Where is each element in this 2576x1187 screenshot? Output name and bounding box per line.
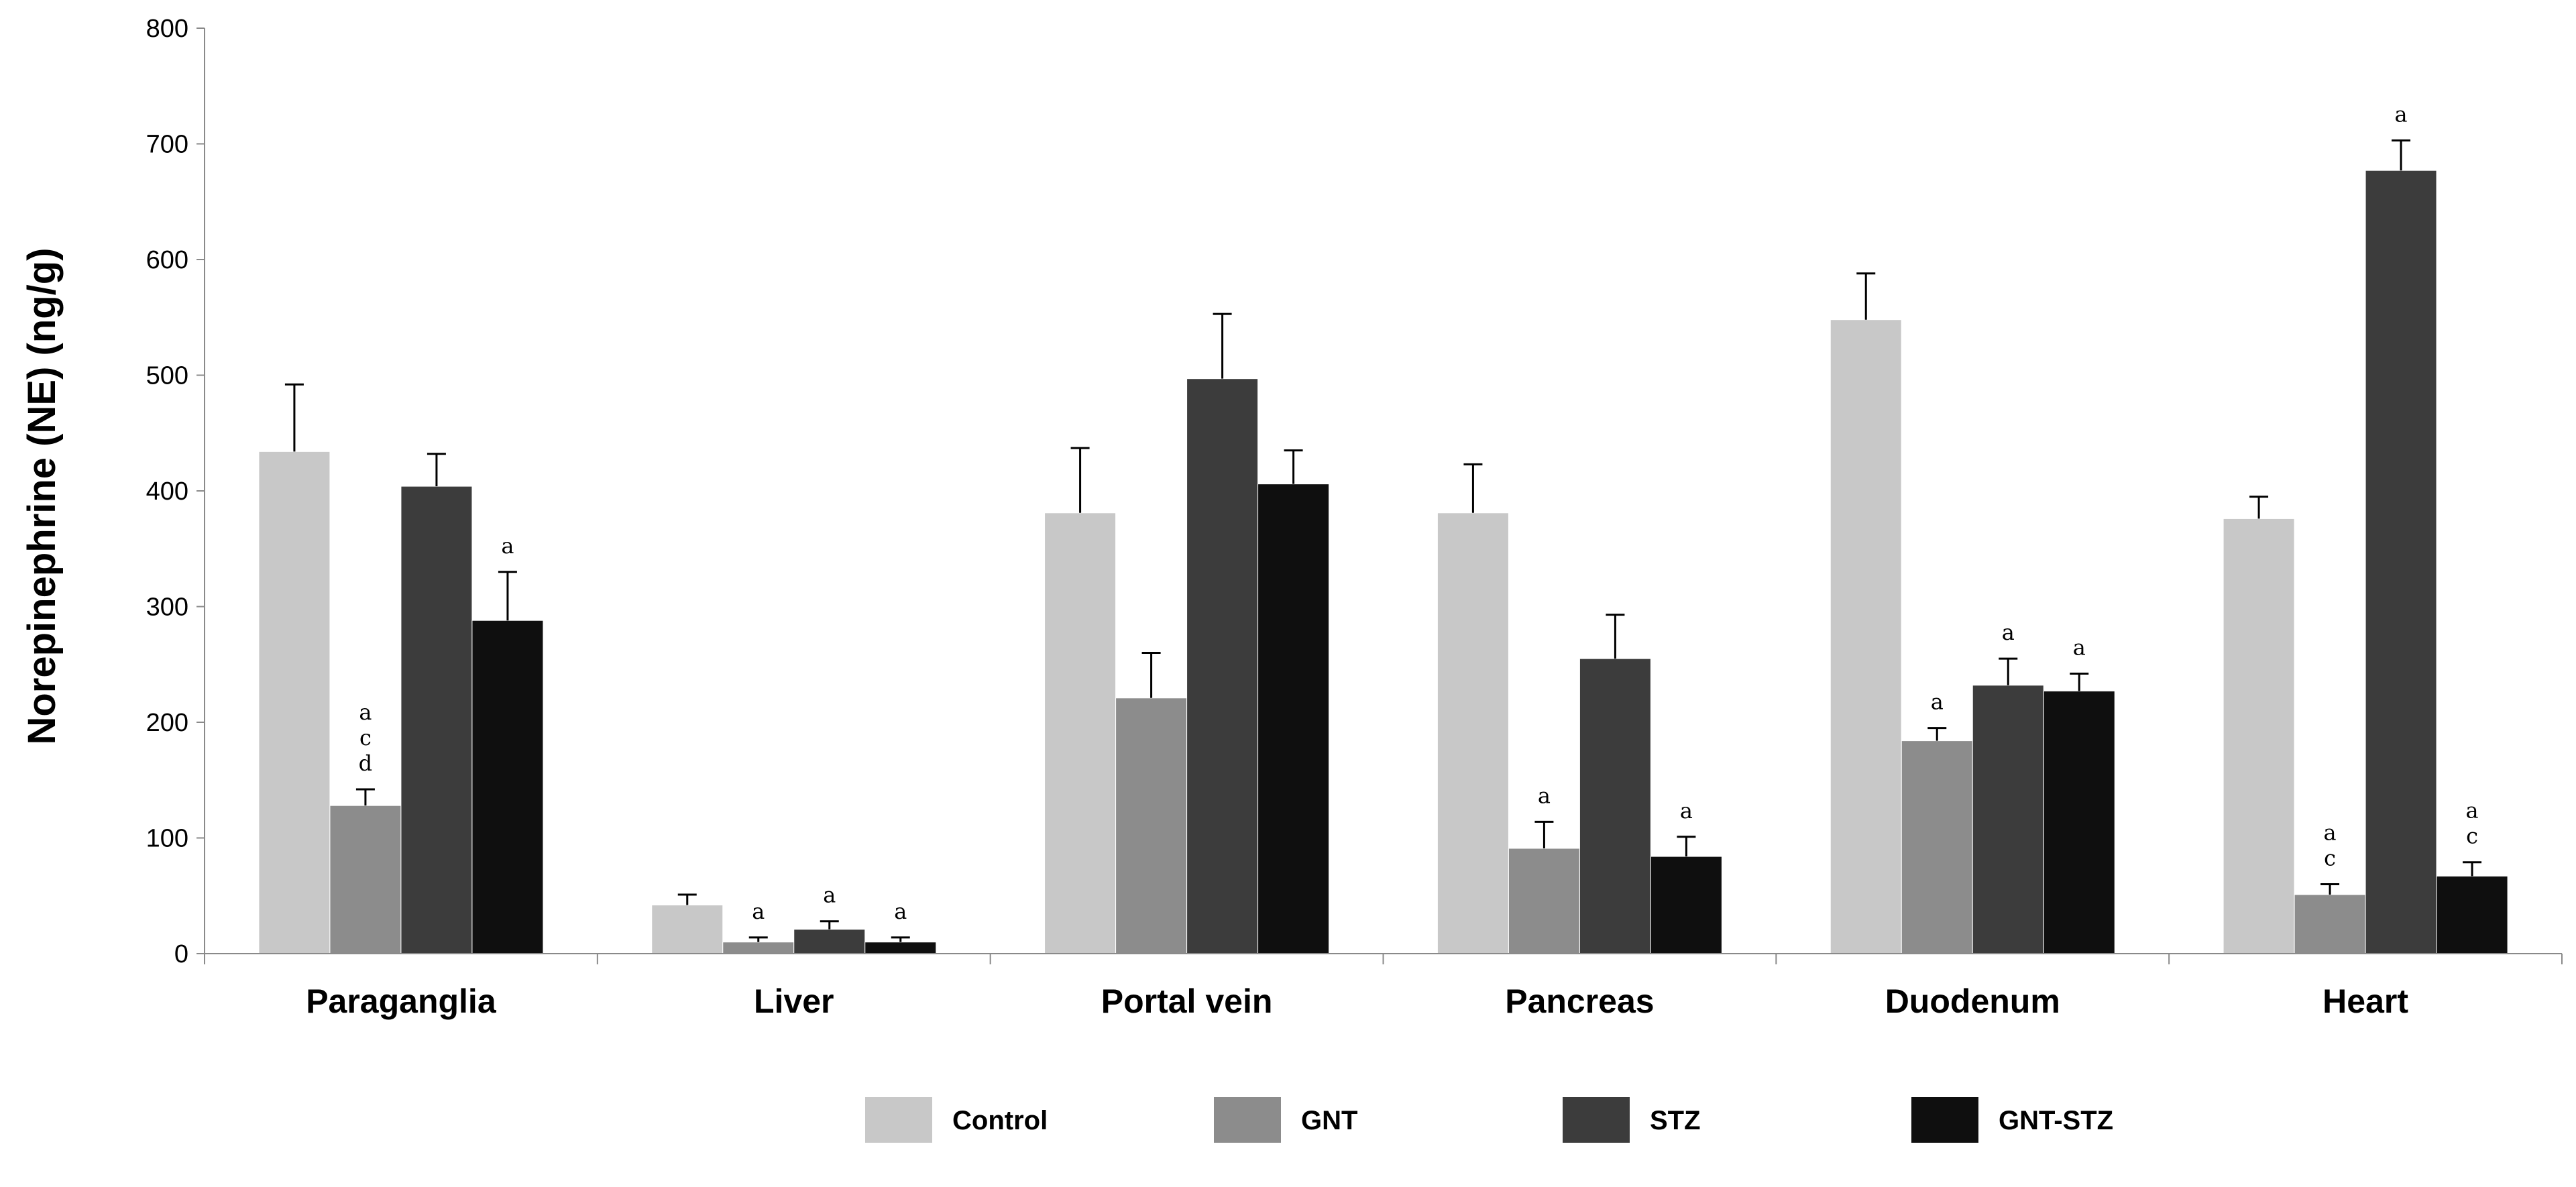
legend-label: STZ xyxy=(1650,1106,1701,1135)
legend-swatch xyxy=(1563,1097,1630,1143)
legend-swatch xyxy=(1911,1097,1978,1143)
significance-letter: d xyxy=(359,750,372,776)
bar-gnt-stz-duodenum xyxy=(2043,690,2115,954)
y-tick-label: 700 xyxy=(146,131,188,159)
significance-letter: c xyxy=(359,725,372,750)
y-tick-label: 100 xyxy=(146,825,188,853)
x-category-label: Heart xyxy=(2322,982,2408,1020)
significance-letter: a xyxy=(501,533,514,559)
x-category-label: Portal vein xyxy=(1101,982,1273,1020)
significance-letter: a xyxy=(2002,620,2015,645)
significance-letter: c xyxy=(2324,846,2336,871)
y-tick-label: 600 xyxy=(146,246,188,274)
y-tick-label: 500 xyxy=(146,362,188,390)
significance-letter: a xyxy=(894,899,907,924)
x-category-label: Duodenum xyxy=(1885,982,2060,1020)
bar-stz-pancreas xyxy=(1579,658,1651,954)
legend: Control GNT STZ GNT-STZ xyxy=(865,1097,2113,1143)
bar-stz-paraganglia xyxy=(400,486,473,954)
bar-gnt-stz-pancreas xyxy=(1650,856,1722,954)
bar-gnt-liver xyxy=(722,942,795,954)
legend-label: Control xyxy=(952,1106,1048,1135)
bar-stz-liver xyxy=(793,929,866,954)
bar-gnt-pancreas xyxy=(1508,848,1580,954)
bar-gnt-stz-portal-vein xyxy=(1257,484,1330,954)
significance-letter: a xyxy=(359,699,372,725)
y-axis-label-group: Norepinephrine (NE) (ng/g) xyxy=(20,247,64,744)
bar-gnt-stz-liver xyxy=(864,942,937,954)
significance-letter: c xyxy=(2466,824,2478,849)
y-tick-label: 800 xyxy=(146,15,188,43)
bar-stz-portal-vein xyxy=(1186,378,1259,954)
bar-stz-heart xyxy=(2365,170,2437,954)
bar-control-portal-vein xyxy=(1044,512,1117,954)
y-ticks: 0 100 200 300 400 500 600 700 800 xyxy=(146,15,205,968)
significance-letter: a xyxy=(823,883,836,908)
x-category-label: Paraganglia xyxy=(306,982,497,1020)
legend-label: GNT-STZ xyxy=(1999,1106,2113,1135)
x-category-label: Pancreas xyxy=(1505,982,1654,1020)
significance-letter: a xyxy=(1931,689,1944,715)
bar-gnt-heart xyxy=(2294,894,2366,954)
bar-gnt-paraganglia xyxy=(329,805,402,954)
bar-control-pancreas xyxy=(1437,512,1509,954)
legend-swatch xyxy=(865,1097,932,1143)
y-tick-label: 400 xyxy=(146,477,188,506)
bar-stz-duodenum xyxy=(1972,685,2044,954)
bar-gnt-stz-paraganglia xyxy=(471,620,544,954)
significance-letter: a xyxy=(1538,783,1551,808)
significance-letter: a xyxy=(2466,798,2479,824)
legend-swatch xyxy=(1214,1097,1281,1143)
error-bars-layer xyxy=(284,139,2482,942)
significance-letter: a xyxy=(2324,820,2337,846)
x-category-label: Liver xyxy=(754,982,834,1020)
bar-control-paraganglia xyxy=(258,451,331,954)
category-labels: Paraganglia Liver Portal vein Pancreas Duode… xyxy=(306,982,2408,1020)
bar-gnt-portal-vein xyxy=(1115,697,1188,954)
bar-gnt-stz-heart xyxy=(2436,875,2508,954)
legend-label: GNT xyxy=(1301,1106,1357,1135)
bar-control-liver xyxy=(651,905,724,954)
y-tick-label: 0 xyxy=(174,940,188,968)
bar-control-heart xyxy=(2223,518,2295,954)
significance-letter: a xyxy=(1680,798,1693,824)
axes-layer xyxy=(204,28,2563,964)
significance-letter: a xyxy=(752,899,765,924)
significance-letter: a xyxy=(2395,101,2408,127)
y-tick-label: 300 xyxy=(146,594,188,622)
y-axis-label: Norepinephrine (NE) (ng/g) xyxy=(20,247,64,744)
bars-layer xyxy=(258,170,2508,954)
y-tick-label: 200 xyxy=(146,709,188,737)
bar-gnt-duodenum xyxy=(1901,740,1973,954)
bar-control-duodenum xyxy=(1830,319,1902,954)
significance-letter: a xyxy=(2073,635,2086,661)
